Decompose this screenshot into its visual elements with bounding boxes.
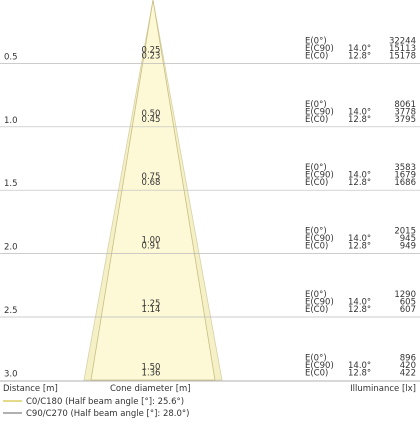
- illuminance-label: Illuminance [lx]: [350, 384, 416, 394]
- illuminance-value: 15113: [389, 44, 416, 54]
- cone-diameter-c90: 0.50: [142, 109, 161, 119]
- illuminance-label: E(0°): [305, 100, 327, 110]
- cone-diameter-c0: 0.91: [142, 242, 161, 252]
- cone-diameter-c90: 0.75: [142, 172, 161, 182]
- rows: 0.5 0.250.23 E(0°) 32244 E(C90) 14.0° 15113 E(C…: [0, 36, 420, 379]
- illuminance-value: 422: [400, 368, 416, 378]
- illuminance-label: E(0°): [305, 163, 327, 173]
- illuminance-value: 949: [400, 242, 416, 252]
- illuminance-label: E(C0): [305, 178, 328, 188]
- distance-label: Distance [m]: [3, 384, 58, 394]
- illuminance-label: E(C0): [305, 115, 328, 125]
- illuminance-value: 1679: [394, 171, 416, 181]
- legend-text: C90/C270 (Half beam angle [°]: 28.0°): [26, 409, 190, 419]
- illuminance-value: 896: [400, 353, 416, 363]
- illuminance-value: 8061: [394, 100, 416, 110]
- illuminance-value: 3583: [394, 163, 416, 173]
- illuminance-value: 3778: [394, 107, 416, 117]
- half-angle: 14.0°: [348, 44, 371, 54]
- illuminance-label: E(C90): [305, 44, 334, 54]
- half-angle: 14.0°: [348, 361, 371, 371]
- illuminance-label: E(C90): [305, 107, 334, 117]
- distance: 0.5: [4, 52, 18, 62]
- illuminance-label: E(C0): [305, 305, 328, 315]
- illuminance-label: E(C90): [305, 298, 334, 308]
- distance: 3.0: [4, 369, 18, 379]
- illuminance-label: E(C0): [305, 242, 328, 252]
- half-angle: 12.8°: [348, 51, 371, 61]
- cone-diameter-c90: 0.25: [142, 45, 161, 55]
- illuminance-label: E(C90): [305, 234, 334, 244]
- half-angle: 14.0°: [348, 298, 371, 308]
- half-angle: 14.0°: [348, 234, 371, 244]
- illuminance-value: 1290: [394, 290, 416, 300]
- illuminance-value: 607: [400, 305, 416, 315]
- cone-diameter-c0: 1.36: [142, 368, 161, 378]
- cone-diameter-c0: 1.14: [142, 305, 161, 315]
- half-angle: 14.0°: [348, 171, 371, 181]
- cone-diameter-c0: 0.45: [142, 115, 161, 125]
- illuminance-label: E(C0): [305, 368, 328, 378]
- illuminance-value: 15178: [389, 51, 416, 61]
- illuminance-value: 605: [400, 298, 416, 308]
- half-angle: 12.8°: [348, 305, 371, 315]
- distance: 2.0: [4, 243, 18, 253]
- half-angle: 12.8°: [348, 242, 371, 252]
- illuminance-value: 1686: [394, 178, 416, 188]
- illuminance-label: E(0°): [305, 36, 327, 46]
- distance: 1.5: [4, 179, 18, 189]
- illuminance-label: E(C90): [305, 171, 334, 181]
- illuminance-value: 945: [400, 234, 416, 244]
- distance: 2.5: [4, 306, 18, 316]
- legend-text: C0/C180 (Half beam angle [°]: 25.6°): [26, 397, 184, 407]
- illuminance-value: 420: [400, 361, 416, 371]
- half-angle: 12.8°: [348, 178, 371, 188]
- illuminance-label: E(0°): [305, 290, 327, 300]
- illuminance-label: E(0°): [305, 227, 327, 237]
- cone-label: Cone diameter [m]: [110, 384, 191, 394]
- illuminance-value: 3795: [394, 115, 416, 125]
- illuminance-label: E(0°): [305, 353, 327, 363]
- illuminance-value: 32244: [389, 36, 416, 46]
- cone-diameter-c0: 0.68: [142, 178, 161, 188]
- half-angle: 12.8°: [348, 368, 371, 378]
- cone-diameter-c0: 0.23: [142, 51, 161, 61]
- cone-diameter-c90: 1.50: [142, 362, 161, 372]
- half-angle: 12.8°: [348, 115, 371, 125]
- half-angle: 14.0°: [348, 107, 371, 117]
- illuminance-value: 2015: [394, 227, 416, 237]
- illuminance-label: E(C90): [305, 361, 334, 371]
- cone-diameter-c90: 1.25: [142, 299, 161, 309]
- cone-diameter-c90: 1.00: [142, 236, 161, 246]
- illuminance-label: E(C0): [305, 51, 328, 61]
- distance: 1.0: [4, 116, 18, 126]
